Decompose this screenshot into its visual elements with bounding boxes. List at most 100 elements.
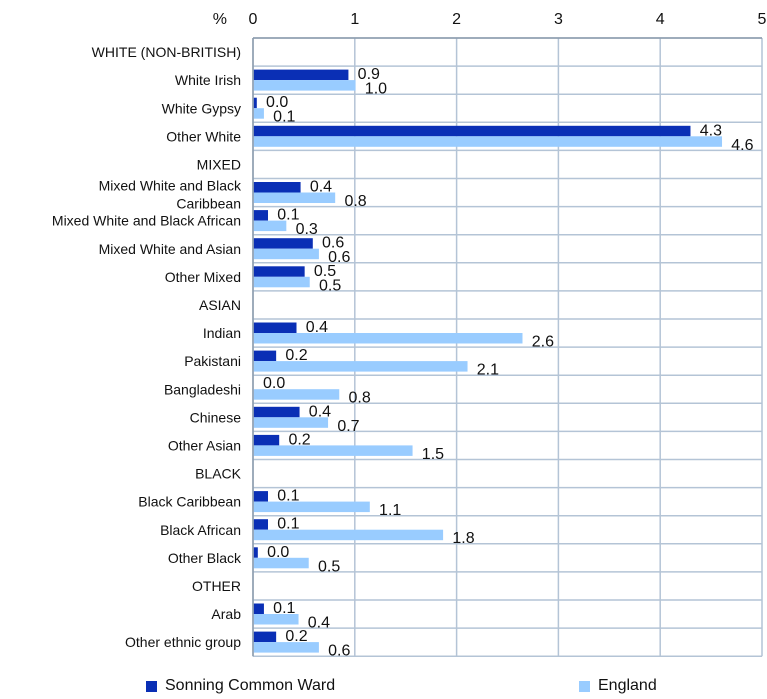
bar-england-7 bbox=[253, 248, 319, 260]
category-label-mixed-white-and-asian: Mixed White and Asian bbox=[99, 241, 241, 257]
category-label-white-irish: White Irish bbox=[175, 72, 241, 88]
category-label-other-black: Other Black bbox=[168, 550, 242, 566]
data-label-sonning-common-ward-18: 0.0 bbox=[267, 544, 289, 561]
bar-england-1 bbox=[253, 80, 356, 91]
bars bbox=[253, 69, 723, 653]
data-label-sonning-common-ward-12: 0.0 bbox=[263, 375, 285, 392]
data-label-england-3: 4.6 bbox=[731, 137, 753, 154]
bar-sonning-common-ward-7 bbox=[253, 238, 313, 249]
bar-england-12 bbox=[253, 389, 340, 400]
axes: 0 1 2 3 4 5% bbox=[213, 11, 767, 657]
data-label-sonning-common-ward-21: 0.2 bbox=[285, 628, 307, 645]
data-label-england-14: 1.5 bbox=[422, 446, 444, 463]
data-label-england-8: 0.5 bbox=[319, 277, 341, 294]
bar-england-21 bbox=[253, 642, 319, 653]
data-label-england-10: 2.6 bbox=[532, 334, 554, 351]
data-label-england-17: 1.8 bbox=[452, 530, 474, 547]
bar-england-18 bbox=[253, 557, 309, 569]
data-label-england-5: 0.8 bbox=[344, 193, 366, 210]
data-label-sonning-common-ward-10: 0.4 bbox=[306, 319, 328, 336]
data-label-sonning-common-ward-3: 4.3 bbox=[700, 122, 722, 139]
gridlines bbox=[252, 37, 763, 657]
legend-swatch-england bbox=[579, 680, 590, 692]
bar-england-13 bbox=[253, 417, 329, 428]
data-label-sonning-common-ward-6: 0.1 bbox=[277, 207, 299, 224]
bar-england-16 bbox=[253, 501, 370, 513]
bar-england-14 bbox=[253, 445, 413, 456]
data-label-england-13: 0.7 bbox=[337, 418, 359, 435]
bar-england-11 bbox=[253, 361, 468, 372]
bar-sonning-common-ward-2 bbox=[253, 97, 257, 109]
data-label-england-6: 0.3 bbox=[296, 221, 318, 238]
bar-sonning-common-ward-13 bbox=[253, 406, 300, 418]
category-label-white-non-british: WHITE (NON-BRITISH) bbox=[92, 44, 241, 60]
bar-sonning-common-ward-8 bbox=[253, 266, 305, 277]
category-labels: WHITE (NON-BRITISH) White Irish White Gyps… bbox=[52, 44, 242, 650]
data-label-sonning-common-ward-1: 0.9 bbox=[358, 66, 380, 83]
data-label-england-20: 0.4 bbox=[308, 615, 330, 632]
bar-england-3 bbox=[253, 136, 723, 147]
category-label-other-asian: Other Asian bbox=[168, 437, 241, 453]
bar-sonning-common-ward-3 bbox=[253, 125, 691, 137]
category-label-black: BLACK bbox=[195, 466, 242, 482]
data-label-sonning-common-ward-14: 0.2 bbox=[288, 431, 310, 448]
x-tick-label-3: 3 bbox=[554, 11, 563, 28]
data-label-england-18: 0.5 bbox=[318, 558, 340, 575]
x-tick-label-2: 2 bbox=[452, 11, 461, 28]
category-label-other-white: Other White bbox=[166, 128, 241, 144]
bar-england-17 bbox=[253, 529, 444, 541]
x-tick-label-4: 4 bbox=[656, 11, 665, 28]
category-label-asian: ASIAN bbox=[199, 297, 241, 313]
bar-england-8 bbox=[253, 276, 310, 288]
bar-sonning-common-ward-21 bbox=[253, 631, 277, 643]
category-label-other-mixed: Other Mixed bbox=[165, 269, 241, 285]
category-label-bangladeshi: Bangladeshi bbox=[164, 381, 241, 397]
data-label-england-12: 0.8 bbox=[349, 390, 371, 407]
bar-england-5 bbox=[253, 192, 336, 203]
bar-sonning-common-ward-5 bbox=[253, 182, 301, 193]
bar-sonning-common-ward-11 bbox=[253, 350, 277, 362]
legend-item-england: England bbox=[579, 676, 657, 696]
data-label-england-16: 1.1 bbox=[379, 502, 401, 519]
bar-sonning-common-ward-18 bbox=[253, 547, 258, 558]
x-tick-label-1: 1 bbox=[350, 11, 359, 28]
bar-england-10 bbox=[253, 333, 523, 344]
legend-label-sonning-common: Sonning Common Ward bbox=[165, 677, 336, 694]
data-label-sonning-common-ward-17: 0.1 bbox=[277, 516, 299, 533]
data-label-sonning-common-ward-8: 0.5 bbox=[314, 263, 336, 280]
category-label-black-african: Black African bbox=[160, 522, 241, 538]
category-label-arab: Arab bbox=[211, 606, 241, 622]
bar-sonning-common-ward-1 bbox=[253, 69, 349, 81]
legend-label-england: England bbox=[598, 677, 657, 694]
bar-sonning-common-ward-6 bbox=[253, 210, 269, 221]
data-label-sonning-common-ward-13: 0.4 bbox=[309, 403, 331, 420]
data-label-sonning-common-ward-5: 0.4 bbox=[310, 179, 332, 196]
category-label-indian: Indian bbox=[203, 325, 241, 341]
category-label-other-ethnic-group: Other ethnic group bbox=[125, 634, 241, 650]
x-tick-label-5: 5 bbox=[758, 11, 767, 28]
category-label-other: OTHER bbox=[192, 578, 241, 594]
category-label-white-gypsy: White Gypsy bbox=[162, 100, 241, 116]
legend-swatch-sonning-common bbox=[146, 680, 157, 692]
bar-england-6 bbox=[253, 220, 287, 232]
data-label-sonning-common-ward-2: 0.0 bbox=[266, 94, 288, 111]
data-label-sonning-common-ward-16: 0.1 bbox=[277, 488, 299, 505]
data-labels: 0.90.04.30.40.10.60.50.40.20.00.40.20.10… bbox=[263, 66, 754, 660]
category-label-chinese: Chinese bbox=[190, 409, 242, 425]
data-label-sonning-common-ward-20: 0.1 bbox=[273, 600, 295, 617]
bar-sonning-common-ward-14 bbox=[253, 434, 280, 446]
bar-england-20 bbox=[253, 614, 299, 625]
data-label-england-11: 2.1 bbox=[477, 362, 499, 379]
data-label-england-21: 0.6 bbox=[328, 643, 350, 660]
data-label-sonning-common-ward-11: 0.2 bbox=[285, 347, 307, 364]
bar-england-2 bbox=[253, 108, 264, 119]
bar-sonning-common-ward-16 bbox=[253, 491, 269, 502]
bar-sonning-common-ward-10 bbox=[253, 322, 297, 333]
x-axis-unit-label: % bbox=[213, 11, 227, 28]
category-label-mixed-white-and-black-caribbean: Mixed White and Black Caribbean bbox=[99, 178, 242, 212]
category-label-mixed-white-and-black-african: Mixed White and Black African bbox=[52, 213, 241, 229]
data-label-england-2: 0.1 bbox=[273, 109, 295, 126]
bar-sonning-common-ward-17 bbox=[253, 519, 269, 530]
category-label-mixed: MIXED bbox=[197, 156, 241, 172]
